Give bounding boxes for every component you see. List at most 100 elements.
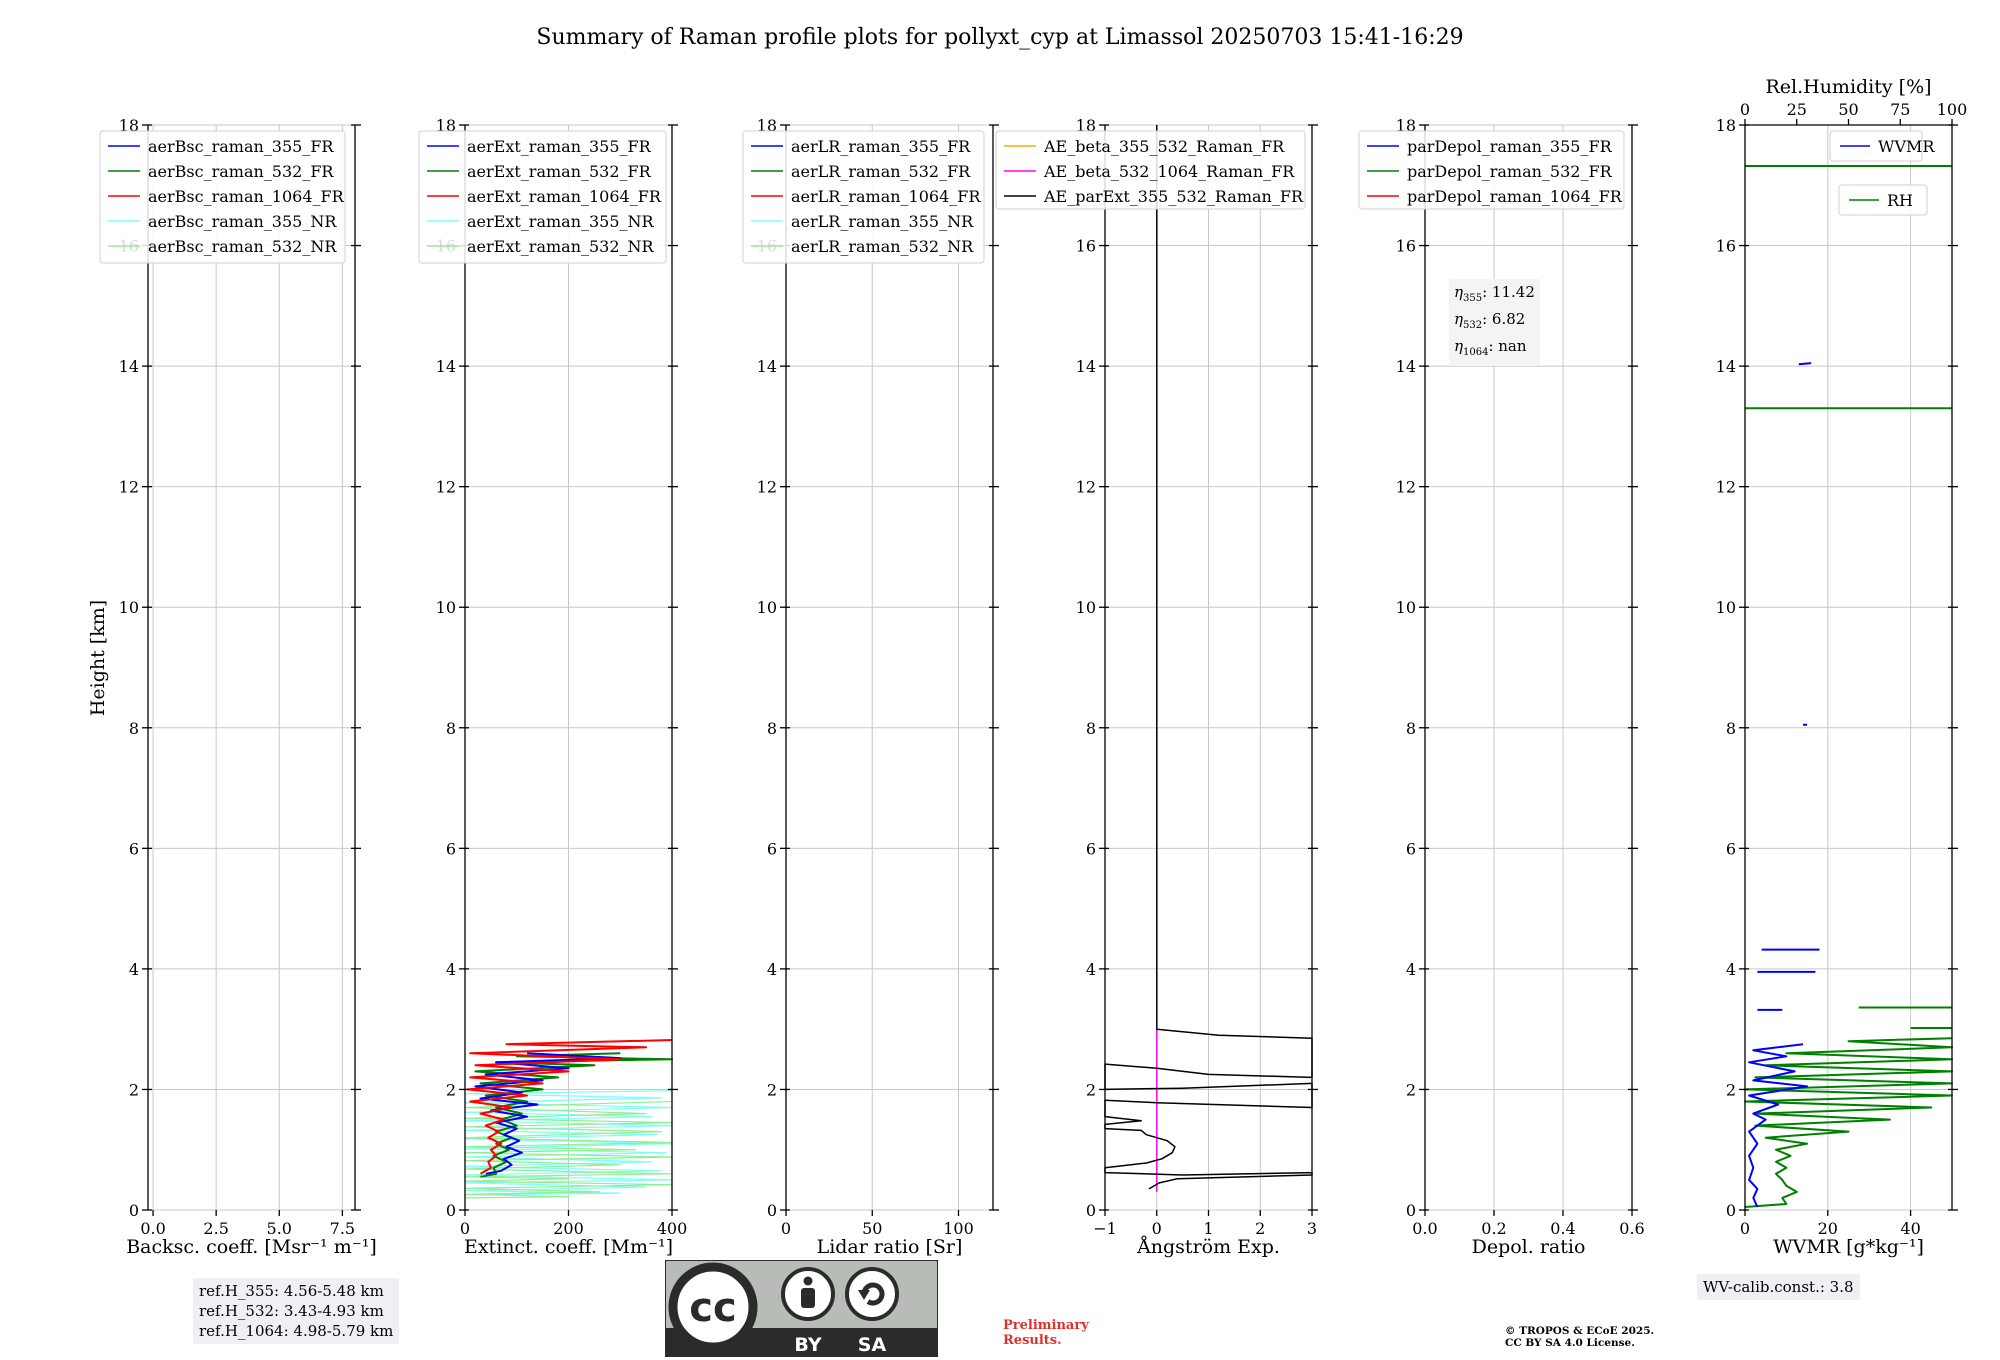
y-tick-label: 12	[436, 478, 456, 497]
x-axis-label: Lidar ratio [Sr]	[817, 1236, 963, 1258]
by-label: BY	[794, 1334, 821, 1356]
wv-calib-box: WV-calib.const.: 3.8	[1697, 1274, 1860, 1300]
legend-label: aerExt_raman_532_NR	[467, 237, 655, 256]
eta-1064: η1064: nan	[1454, 337, 1527, 358]
y-tick-label: 2	[446, 1080, 456, 1099]
legend-label: aerLR_raman_355_FR	[791, 137, 971, 156]
cc-by-sa-badge: cc BY SA	[665, 1260, 938, 1357]
y-tick-label: 8	[1086, 719, 1096, 738]
legend-label: aerLR_raman_1064_FR	[791, 187, 981, 206]
x-tick-label: −1	[1093, 1219, 1117, 1238]
y-tick-label: 6	[1086, 839, 1096, 858]
top-x-tick-label: 50	[1838, 100, 1858, 119]
legend-box	[1838, 184, 1928, 216]
legend-ae: AE_beta_355_532_Raman_FR AE_beta_532_1064…	[995, 130, 1306, 210]
x-tick-label: 2	[1255, 1219, 1265, 1238]
top-x-tick-label: 0	[1740, 100, 1750, 119]
eta-355: η355: 11.42	[1454, 283, 1535, 304]
legend-box	[1358, 130, 1625, 210]
x-axis-label: Backsc. coeff. [Msr⁻¹ m⁻¹]	[126, 1236, 377, 1258]
y-tick-label: 2	[1406, 1080, 1416, 1099]
y-tick-label: 14	[1076, 357, 1096, 376]
legend-label: aerExt_raman_1064_FR	[467, 187, 662, 206]
series-aerExt_raman_355_FR	[474, 1052, 622, 1175]
legend-label: aerExt_raman_355_FR	[467, 137, 652, 156]
y-tick-label: 14	[1396, 357, 1416, 376]
y-tick-label: 6	[446, 839, 456, 858]
x-axis-label: Extinct. coeff. [Mm⁻¹]	[464, 1236, 673, 1258]
legend-label: parDepol_raman_355_FR	[1407, 137, 1613, 156]
series-WVMR	[1748, 362, 1820, 1208]
x-axis-label: Depol. ratio	[1472, 1236, 1586, 1258]
panel-depol: 0 2 4 6 8 10 12 14 16 18 0.0 0.2 0.4 0.6 Depol. ratio p…	[1358, 116, 1645, 1258]
y-tick-label: 8	[1726, 719, 1736, 738]
y-tick-label: 10	[436, 598, 456, 617]
x-tick-label: 400	[657, 1219, 688, 1238]
x-tick-label: 0	[460, 1219, 470, 1238]
eta-box: η355: 11.42 η532: 6.82 η1064: nan	[1449, 279, 1540, 366]
y-tick-label: 0	[1086, 1201, 1096, 1220]
x-tick-label: 0	[781, 1219, 791, 1238]
y-tick-label: 18	[757, 116, 777, 135]
legend-bsc: aerBsc_raman_355_FR aerBsc_raman_532_FRae…	[99, 130, 346, 264]
y-tick-label: 6	[1726, 839, 1736, 858]
sa-share-icon	[845, 1267, 899, 1321]
y-tick-label: 10	[1716, 598, 1736, 617]
y-tick-label: 2	[129, 1080, 139, 1099]
cc-icon	[668, 1262, 758, 1352]
legend-box	[99, 130, 346, 264]
series-aerExt_raman_532_NR	[464, 1100, 673, 1199]
legend-ext: aerExt_raman_355_FR aerExt_raman_532_FRae…	[418, 130, 667, 264]
x-tick-label: 0.0	[140, 1219, 165, 1238]
top-x-tick-label: 75	[1890, 100, 1910, 119]
y-tick-label: 0	[129, 1201, 139, 1220]
y-tick-label: 14	[1716, 357, 1736, 376]
x-tick-label: 3	[1307, 1219, 1317, 1238]
y-tick-label: 14	[757, 357, 777, 376]
y-tick-label: 14	[119, 357, 139, 376]
y-tick-label: 0	[767, 1201, 777, 1220]
legend-depol: parDepol_raman_355_FR parDepol_raman_532_…	[1358, 130, 1625, 210]
legend-label: aerLR_raman_532_NR	[791, 237, 974, 256]
y-tick-label: 18	[1076, 116, 1096, 135]
ref-height-355: ref.H_355: 4.56-5.48 km	[199, 1282, 384, 1300]
legend-box	[1829, 130, 1923, 162]
legend-label: AE_parExt_355_532_Raman_FR	[1043, 187, 1304, 206]
legend-label: AE_beta_532_1064_Raman_FR	[1043, 162, 1295, 181]
y-tick-label: 12	[1396, 478, 1416, 497]
y-tick-label: 10	[119, 598, 139, 617]
x-tick-label: 40	[1900, 1219, 1920, 1238]
legend-RH: RH	[1838, 184, 1928, 216]
legend-label: AE_beta_355_532_Raman_FR	[1043, 137, 1285, 156]
x-tick-label: 0.2	[1481, 1219, 1506, 1238]
x-tick-label: 0.0	[1412, 1219, 1437, 1238]
y-tick-label: 8	[129, 719, 139, 738]
y-tick-label: 0	[1406, 1201, 1416, 1220]
y-tick-label: 8	[446, 719, 456, 738]
y-tick-label: 16	[1396, 237, 1416, 256]
y-tick-label: 0	[446, 1201, 456, 1220]
legend-label: aerBsc_raman_355_FR	[148, 137, 334, 156]
series-aerExt_raman_355_NR	[464, 1090, 673, 1196]
legend-label: parDepol_raman_1064_FR	[1407, 187, 1623, 206]
y-tick-label: 18	[119, 116, 139, 135]
y-tick-label: 10	[1076, 598, 1096, 617]
x-axis-label: WVMR [g*kg⁻¹]	[1773, 1236, 1924, 1258]
legend-label: aerBsc_raman_532_NR	[148, 237, 337, 256]
y-tick-label: 12	[757, 478, 777, 497]
legend-label: parDepol_raman_532_FR	[1407, 162, 1613, 181]
x-tick-label: 1	[1203, 1219, 1213, 1238]
x-axis-label: Ångström Exp.	[1136, 1236, 1280, 1258]
figure-title: Summary of Raman profile plots for polly…	[536, 25, 1463, 50]
legend-WVMR: WVMR	[1829, 130, 1935, 162]
preliminary-note: Preliminary Results.	[1003, 1318, 1089, 1348]
y-tick-label: 8	[1406, 719, 1416, 738]
legend-label: aerBsc_raman_1064_FR	[148, 187, 345, 206]
x-tick-label: 2.5	[203, 1219, 228, 1238]
x-tick-label: 200	[553, 1219, 584, 1238]
x-tick-label: 7.5	[330, 1219, 355, 1238]
top-x-tick-label: 100	[1937, 100, 1968, 119]
y-tick-label: 14	[436, 357, 456, 376]
